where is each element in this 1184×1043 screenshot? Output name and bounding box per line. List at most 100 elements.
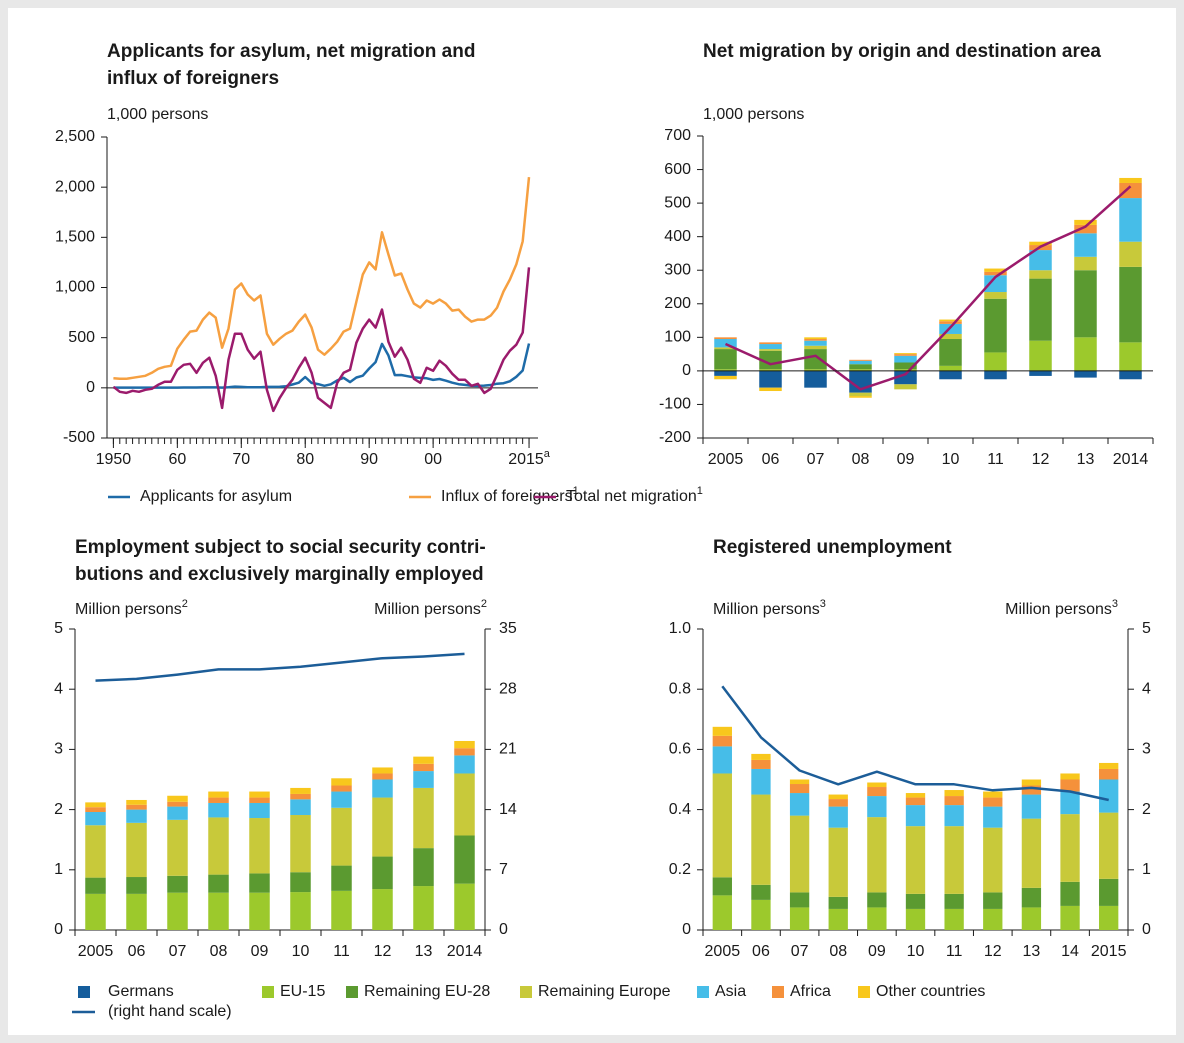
bar-segment: [983, 827, 1003, 893]
y2-tick-label: 1: [1142, 861, 1151, 878]
x-tick-label: 10: [907, 943, 925, 960]
y2-tick-label: 4: [1142, 680, 1151, 697]
y-tick-label: -500: [63, 429, 95, 446]
bar-segment: [714, 375, 737, 380]
y-tick-label: 0: [682, 362, 691, 379]
unit-note: 3: [820, 598, 826, 610]
bar-segment: [939, 339, 962, 366]
bar-segment: [331, 807, 352, 866]
bar-segment: [759, 369, 782, 371]
bar-segment: [331, 865, 352, 891]
x-tick-label: 09: [868, 943, 886, 960]
x-tick-label: 06: [762, 451, 780, 468]
bar-segment: [789, 907, 810, 930]
y-tick-label: 400: [664, 228, 691, 245]
x-tick-label: 12: [984, 943, 1002, 960]
bar-segment: [759, 370, 782, 388]
x-tick-label: 10: [942, 451, 960, 468]
y-tick-label: 1: [54, 861, 63, 878]
chart-title: influx of foreigners: [107, 68, 279, 89]
bar-segment: [1119, 266, 1142, 343]
bar-segment: [167, 892, 188, 930]
bar-segment: [759, 342, 782, 345]
bar-segment: [939, 319, 962, 322]
axis-unit-label: Million persons3: [1005, 598, 1118, 618]
x-tick-label: 09: [251, 943, 269, 960]
x-tick-label: 14: [1061, 943, 1079, 960]
bar-segment: [1021, 818, 1042, 888]
bar-segment: [85, 825, 106, 878]
bar-segment: [712, 877, 732, 896]
bar-segment: [1074, 370, 1097, 378]
bar-segment: [1074, 337, 1097, 371]
bar-segment: [939, 321, 962, 324]
bar-segment: [331, 791, 352, 808]
bar-segment: [1074, 270, 1097, 338]
bar-segment: [712, 895, 732, 930]
bar-segment: [867, 796, 887, 818]
bar-segment: [714, 347, 737, 350]
y-tick-label: 1.0: [669, 620, 691, 637]
y2-tick-label: 21: [499, 741, 517, 758]
bar-segment: [1099, 812, 1119, 879]
bar-segment: [249, 797, 270, 803]
x-tick-label: 13: [415, 943, 433, 960]
legend-note: 1: [573, 485, 579, 497]
x-tick-label: 80: [296, 451, 314, 468]
data-line: [113, 176, 531, 381]
bar-segment: [167, 875, 188, 893]
bar-segment: [984, 352, 1007, 371]
bar-segment: [126, 804, 147, 810]
data-line: [724, 185, 1132, 391]
legend-swatch: [78, 986, 90, 998]
bar-segment: [714, 339, 737, 348]
legend-label: EU-15: [280, 983, 325, 1000]
bar-segment: [849, 396, 872, 398]
bar-segment: [1029, 250, 1052, 271]
bar-segment: [804, 339, 827, 341]
bar-segment: [1021, 779, 1042, 786]
legend-label: Influx of foreigners1: [441, 485, 579, 505]
bar-segment: [1119, 198, 1142, 242]
y-tick-label: -100: [659, 396, 691, 413]
axis-unit-label: 1,000 persons: [107, 106, 208, 123]
bar-segment: [413, 763, 434, 772]
bar-segment: [454, 835, 475, 884]
bar-segment: [413, 848, 434, 887]
bar-segment: [1119, 241, 1142, 267]
bar-segment: [905, 793, 926, 798]
bar-segment: [751, 899, 771, 930]
legend-text: Total net migration: [566, 488, 697, 505]
bar-segment: [249, 802, 270, 819]
unit-text: Million persons: [1005, 601, 1112, 618]
x-tick-text: 60: [168, 451, 186, 468]
bar-segment: [331, 778, 352, 786]
x-tick-label: 90: [360, 451, 378, 468]
bar-segment: [1060, 779, 1080, 792]
bar-segment: [944, 796, 964, 806]
bar-segment: [984, 275, 1007, 293]
bar-segment: [126, 877, 147, 894]
bar-segment: [454, 773, 475, 836]
y-tick-label: 500: [664, 194, 691, 211]
x-tick-label: 06: [752, 943, 770, 960]
y2-tick-label: 3: [1142, 741, 1151, 758]
bar-segment: [126, 822, 147, 878]
bar-segment: [208, 874, 229, 893]
bar-segment: [849, 359, 872, 361]
legend-text: Applicants for asylum: [140, 488, 292, 505]
chart-title: Net migration by origin and destination …: [703, 41, 1101, 62]
x-tick-label: 2015a: [508, 448, 551, 468]
x-tick-label: 13: [1077, 451, 1095, 468]
bar-segment: [894, 353, 917, 355]
x-tick-label: 12: [1032, 451, 1050, 468]
y-tick-label: 0: [86, 379, 95, 396]
y2-tick-label: 0: [1142, 921, 1151, 938]
bar-segment: [751, 759, 771, 769]
bar-segment: [208, 892, 229, 930]
bar-segment: [290, 872, 311, 893]
chart-title: Employment subject to social security co…: [75, 537, 486, 558]
y-tick-label: 200: [664, 295, 691, 312]
bar-segment: [290, 892, 311, 930]
bar-segment: [1119, 342, 1142, 371]
